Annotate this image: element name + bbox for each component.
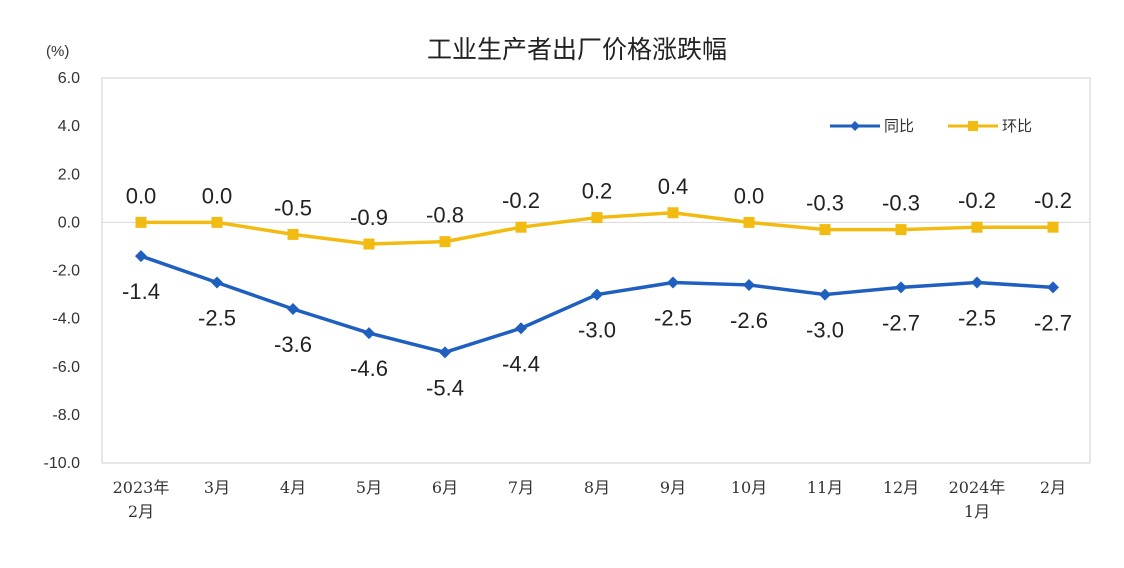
legend-item-mom: 环比	[948, 117, 1032, 135]
data-label: -5.4	[426, 375, 464, 400]
data-point	[211, 276, 223, 289]
y-tick-label: 0.0	[58, 214, 80, 231]
x-tick-label: 6月	[432, 478, 458, 497]
x-tick-label: 1月	[964, 502, 990, 521]
data-point	[287, 303, 299, 315]
data-label: -2.5	[654, 306, 692, 331]
data-point	[515, 221, 527, 233]
data-point	[1047, 281, 1059, 294]
x-tick-label: 9月	[660, 478, 686, 497]
data-label: -0.2	[1034, 188, 1072, 213]
data-label: -0.2	[502, 188, 540, 213]
data-point	[819, 224, 831, 236]
x-tick-label: 8月	[584, 478, 610, 497]
x-tick-label: 7月	[508, 478, 534, 497]
x-tick-label: 10月	[731, 478, 767, 497]
data-label: -0.9	[350, 205, 388, 230]
data-point	[743, 278, 755, 291]
y-axis: 6.0 4.0 2.0 0.0 -2.0 -4.0 -6.0 -8.0 -10.0	[44, 70, 81, 472]
legend-label: 同比	[884, 117, 914, 135]
data-point	[439, 236, 451, 248]
x-tick-label: 3月	[204, 478, 230, 497]
data-label: -2.5	[958, 306, 996, 331]
data-point	[743, 216, 755, 228]
y-tick-label: 6.0	[58, 70, 80, 87]
data-point	[895, 281, 907, 294]
chart-title: 工业生产者出厂价格涨跌幅	[427, 35, 727, 64]
data-point	[819, 288, 831, 301]
series-yoy: -1.4 -2.5 -3.6 -4.6 -5.4 -4.4 -3.0 -2.5 -2.6 -3.0…	[122, 250, 1072, 400]
data-point	[135, 216, 147, 228]
data-point	[591, 288, 603, 301]
data-label: -3.0	[806, 318, 844, 343]
x-tick-label: 4月	[280, 478, 306, 497]
data-point	[211, 216, 223, 228]
data-label: 0.4	[658, 174, 689, 199]
series-mom: 0.0 0.0 -0.5 -0.9 -0.8 -0.2 0.2 0.4 0.0 -0.3 -0.3 -…	[126, 174, 1072, 250]
series-layer: -1.4 -2.5 -3.6 -4.6 -5.4 -4.4 -3.0 -2.5 -2.6 -3.0…	[122, 174, 1072, 401]
legend-label: 环比	[1002, 117, 1032, 135]
data-label: -2.5	[198, 306, 236, 331]
data-point	[971, 276, 983, 289]
data-point	[667, 276, 679, 289]
y-tick-label: -8.0	[52, 407, 80, 424]
x-tick-label: 11月	[807, 478, 843, 497]
legend-marker	[968, 121, 978, 131]
data-label: -4.6	[350, 356, 388, 381]
data-label: -2.6	[730, 308, 768, 333]
data-label: -3.6	[274, 332, 312, 357]
data-label: 0.0	[202, 183, 233, 208]
y-tick-label: 2.0	[58, 166, 80, 183]
y-tick-label: -10.0	[44, 455, 81, 472]
data-label: -0.2	[958, 188, 996, 213]
legend-item-yoy: 同比	[830, 117, 914, 135]
data-point	[439, 346, 451, 359]
y-tick-label: -2.0	[52, 263, 80, 280]
data-label: 0.0	[734, 183, 765, 208]
x-tick-label: 2024年	[949, 478, 1006, 497]
data-label: -0.3	[882, 191, 920, 216]
data-label: 0.0	[126, 183, 157, 208]
data-label: -0.3	[806, 191, 844, 216]
y-tick-label: -6.0	[52, 359, 80, 376]
data-point	[135, 250, 147, 263]
legend-marker	[850, 121, 860, 131]
x-tick-label: 2月	[1040, 478, 1066, 497]
data-point	[667, 207, 679, 219]
x-tick-label: 5月	[356, 478, 382, 497]
data-label: -2.7	[882, 310, 920, 335]
data-label: -3.0	[578, 318, 616, 343]
data-point	[895, 224, 907, 236]
data-point	[591, 212, 603, 224]
data-label: 0.2	[582, 179, 613, 204]
plot-area	[101, 77, 1091, 464]
x-tick-label: 12月	[883, 478, 919, 497]
x-tick-label: 2023年	[113, 478, 170, 497]
data-point	[515, 322, 527, 335]
y-axis-unit: (%)	[46, 43, 69, 60]
data-point	[287, 228, 299, 240]
legend: 同比 环比	[830, 117, 1032, 135]
x-axis: 2023年 2月 3月 4月 5月 6月 7月 8月 9月 10月 11月 12月 2024年 1月 2月	[113, 478, 1066, 521]
data-point	[971, 221, 983, 233]
y-tick-label: -4.0	[52, 311, 80, 328]
x-tick-label: 2月	[128, 502, 154, 521]
data-label: -0.5	[274, 195, 312, 220]
data-label: -2.7	[1034, 310, 1072, 335]
data-point	[363, 327, 375, 340]
y-tick-label: 4.0	[58, 118, 80, 135]
data-label: -1.4	[122, 279, 160, 304]
data-label: -0.8	[426, 203, 464, 228]
data-label: -4.4	[502, 351, 540, 376]
data-point	[1047, 221, 1059, 233]
data-point	[363, 238, 375, 250]
